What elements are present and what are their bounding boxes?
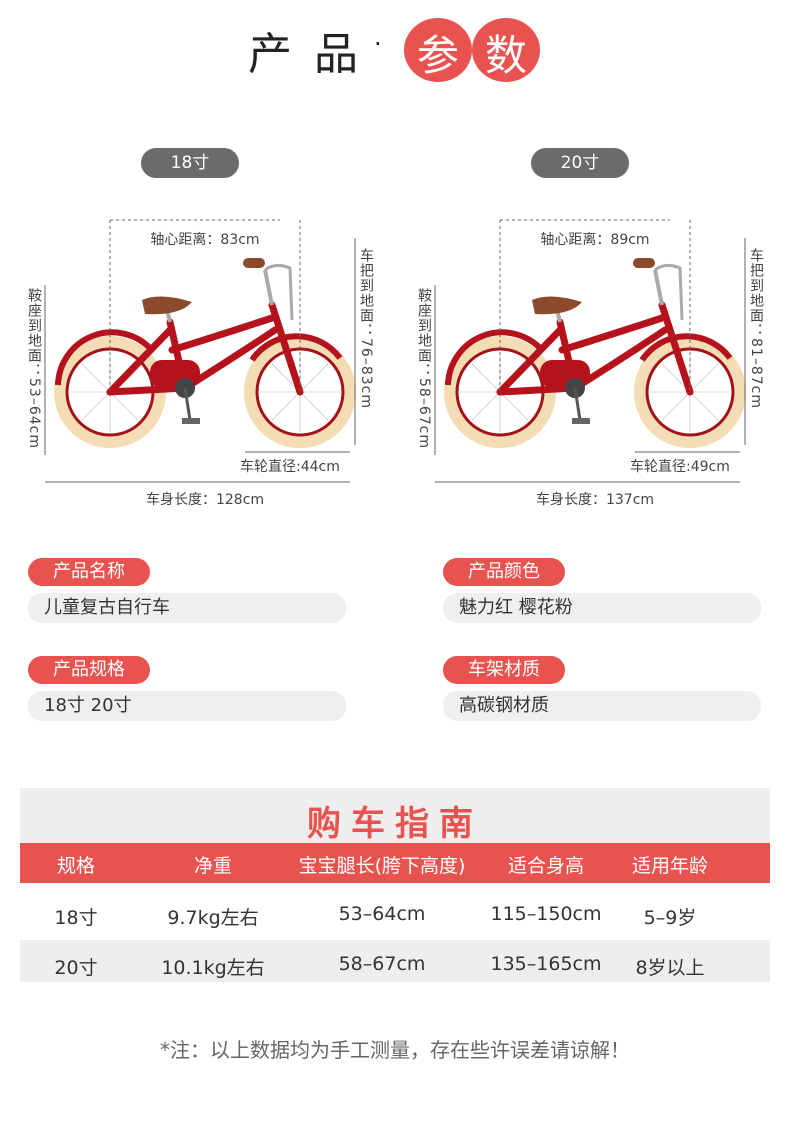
dimension-lines	[44, 219, 746, 483]
guide-cell: 9.7kg左右	[167, 907, 259, 929]
guide-cell: 18寸	[54, 907, 98, 929]
guide-header: 规格	[56, 855, 96, 877]
title-prefix: 产 品	[248, 29, 362, 80]
guide-header-band	[20, 843, 770, 883]
title-highlight: 数	[484, 31, 528, 80]
spec-label: 车架材质	[443, 656, 565, 684]
guide-cell: 53–64cm	[338, 903, 426, 925]
guide-cell: 8岁以上	[635, 957, 705, 979]
guide-cell: 10.1kg左右	[161, 957, 265, 979]
handlebar-label: 车把到地面：76–83cm	[358, 248, 374, 409]
bike-illustration	[58, 258, 350, 442]
spec-label: 产品颜色	[443, 558, 565, 586]
length-label: 车身长度：128cm	[145, 492, 265, 508]
spec-label: 产品规格	[28, 656, 150, 684]
guide-header: 宝宝腿长(胯下高度)	[298, 855, 466, 877]
guide-title-band	[20, 788, 770, 843]
spec-value: 高碳钢材质	[443, 691, 761, 721]
guide-title: 购车指南	[307, 804, 483, 844]
title-dot: ·	[374, 30, 382, 58]
bike-illustration	[448, 258, 740, 442]
note: *注：以上数据均为手工测量，存在些许误差请谅解！	[160, 1038, 630, 1062]
guide-cell: 135–165cm	[490, 953, 602, 975]
saddle-label: 鞍座到地面：58–67cm	[416, 288, 432, 449]
guide-cell: 5–9岁	[643, 907, 697, 929]
wheelbase-label: 轴心距离：89cm	[536, 229, 654, 249]
length-label: 车身长度：137cm	[535, 492, 655, 508]
title-highlight: 参	[416, 31, 460, 80]
title-blob	[404, 18, 472, 82]
saddle-label: 鞍座到地面：53–64cm	[26, 288, 42, 449]
guide-cell: 20寸	[54, 957, 98, 979]
spec-value: 儿童复古自行车	[28, 593, 346, 623]
guide-header: 适用年龄	[631, 855, 709, 877]
wheel-label: 车轮直径:49cm	[630, 459, 730, 475]
spec-value: 18寸 20寸	[28, 691, 346, 721]
guide-header: 适合身高	[507, 855, 585, 877]
wheel-label: 车轮直径:44cm	[240, 459, 340, 475]
spec-label: 产品名称	[28, 558, 150, 586]
guide-cell: 58–67cm	[338, 953, 426, 975]
wheelbase-label: 轴心距离：83cm	[146, 229, 264, 249]
spec-value: 魅力红 樱花粉	[443, 593, 761, 623]
guide-cell: 115–150cm	[490, 903, 602, 925]
guide-row-band	[20, 940, 770, 982]
title-blob	[472, 18, 540, 82]
size-tag: 20寸	[531, 148, 629, 178]
size-tag: 18寸	[141, 148, 239, 178]
handlebar-label: 车把到地面：81–87cm	[748, 248, 764, 409]
guide-header: 净重	[193, 855, 233, 877]
